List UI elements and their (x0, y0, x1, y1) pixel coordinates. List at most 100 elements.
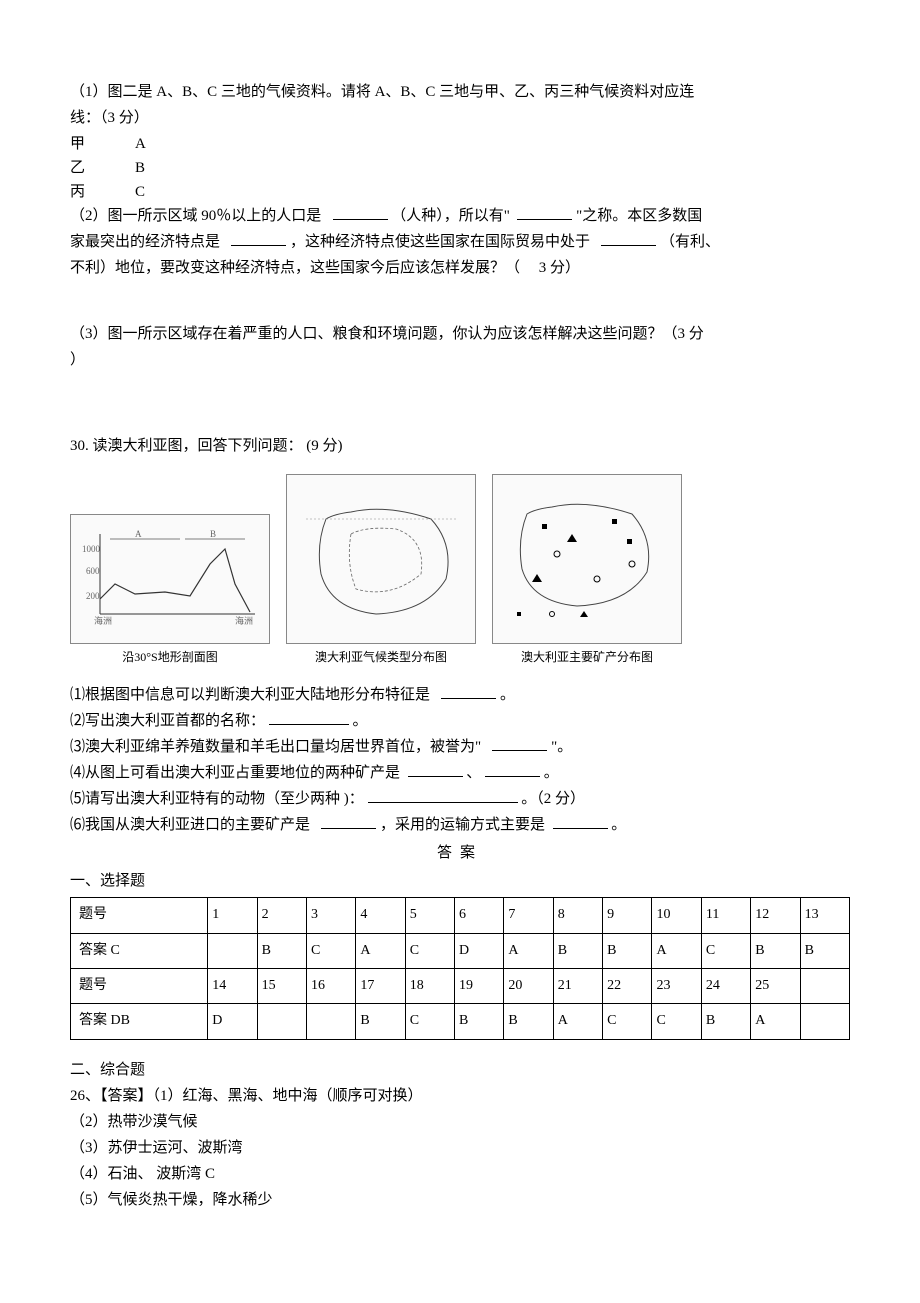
q2-l1c: "之称。本区多数国 (576, 208, 702, 224)
cell: A (751, 1004, 800, 1039)
q30-s5: ⑸请写出澳大利亚特有的动物（至少两种 )： 。（2 分） (70, 787, 850, 811)
cell: C (652, 1004, 701, 1039)
q2-l2c: （有利、 (660, 234, 720, 250)
match-row-1: 乙 B (70, 156, 850, 180)
blank-q2-b (517, 205, 572, 220)
q30-s3a: ⑶澳大利亚绵羊养殖数量和羊毛出口量均居世界首位，被誉为" (70, 739, 481, 755)
blank-s3 (492, 736, 547, 751)
cell: 9 (603, 898, 652, 933)
ans-prefix-2: DB (111, 1013, 130, 1028)
cell (800, 968, 849, 1003)
table-row: 答案 C B C A C D A B B A C B B (71, 933, 850, 968)
blank-s2 (269, 710, 349, 725)
match-row-0: 甲 A (70, 132, 850, 156)
cell (208, 933, 257, 968)
ans26-l5: （5）气候炎热干燥，降水稀少 (70, 1188, 850, 1212)
match-left-1: 乙 (70, 156, 85, 180)
cell: 18 (405, 968, 454, 1003)
q30-s5b: 。（2 分） (521, 791, 585, 807)
q30-s6: ⑹我国从澳大利亚进口的主要矿产是 ，采用的运输方式主要是 。 (70, 813, 850, 837)
ans26-l3: （3）苏伊士运河、波斯湾 (70, 1136, 850, 1160)
cell: 2 (257, 898, 306, 933)
hdr-ans-1: 答案 C (71, 933, 208, 968)
svg-text:海洲: 海洲 (94, 615, 112, 626)
profile-chart: 1000 600 200 A B 海洲 海洲 (70, 514, 270, 644)
ans26-l2: （2）热带沙漠气候 (70, 1110, 850, 1134)
section1-title: 一、选择题 (70, 869, 850, 893)
cell: 17 (356, 968, 405, 1003)
blank-s6a (321, 814, 376, 829)
cell: A (553, 1004, 602, 1039)
q2-l2b: ，这种经济特点使这些国家在国际贸易中处于 (290, 234, 590, 250)
cell: 16 (306, 968, 355, 1003)
hdr-num-1: 题号 (71, 898, 208, 933)
figures-row: 1000 600 200 A B 海洲 海洲 沿30°S地形剖面图 澳大利亚气候… (70, 474, 850, 667)
q3-line1: （3）图一所示区域存在着严重的人口、粮食和环境问题，你认为应该怎样解决这些问题？… (70, 322, 850, 346)
table-row: 答案 DB D B C B B A C C B A (71, 1004, 850, 1039)
q2-l2a: 家最突出的经济特点是 (70, 234, 220, 250)
hdr-ans-2: 答案 DB (71, 1004, 208, 1039)
cell: 6 (455, 898, 504, 933)
q1-intro-line1: （1）图二是 A、B、C 三地的气候资料。请将 A、B、C 三地与甲、乙、丙三种… (70, 80, 850, 104)
blank-q2-c (231, 231, 286, 246)
match-left-0: 甲 (70, 132, 85, 156)
q30-s1a: ⑴根据图中信息可以判断澳大利亚大陆地形分布特征是 (70, 687, 430, 703)
caption-2: 澳大利亚气候类型分布图 (315, 648, 447, 667)
cell: C (405, 933, 454, 968)
section2-title: 二、综合题 (70, 1058, 850, 1082)
q3-line2: ） (70, 348, 850, 372)
match-row-2: 丙 C (70, 180, 850, 204)
svg-text:A: A (135, 529, 142, 539)
cell: 1 (208, 898, 257, 933)
cell: 15 (257, 968, 306, 1003)
blank-s6b (553, 814, 608, 829)
q30-s1b: 。 (500, 687, 515, 703)
q2-line3: 不利）地位，要改变这种经济特点，这些国家今后应该怎样发展？（ 3 分） (70, 256, 850, 280)
cell: D (208, 1004, 257, 1039)
q30-s2b: 。 (353, 713, 368, 729)
ans26-l4: （4）石油、 波斯湾 C (70, 1162, 850, 1186)
match-left-2: 丙 (70, 180, 85, 204)
figure-minerals: 澳大利亚主要矿产分布图 (492, 474, 682, 667)
cell: C (405, 1004, 454, 1039)
table-row: 题号 14 15 16 17 18 19 20 21 22 23 24 25 (71, 968, 850, 1003)
answers-heading: 答案 (70, 841, 850, 865)
cell: D (455, 933, 504, 968)
q2-l3b: 3 分） (539, 260, 580, 276)
cell: 4 (356, 898, 405, 933)
cell (306, 1004, 355, 1039)
q2-l3a: 不利）地位，要改变这种经济特点，这些国家今后应该怎样发展？（ (70, 260, 520, 276)
hdr-num-2: 题号 (71, 968, 208, 1003)
cell: 19 (455, 968, 504, 1003)
q30-s3: ⑶澳大利亚绵羊养殖数量和羊毛出口量均居世界首位，被誉为" "。 (70, 735, 850, 759)
ans26-l1: 26、【答案】（1）红海、黑海、地中海（顺序可对换） (70, 1084, 850, 1108)
cell: 22 (603, 968, 652, 1003)
ans-label-1: 答案 (79, 943, 107, 958)
cell: 23 (652, 968, 701, 1003)
q30-s6a: ⑹我国从澳大利亚进口的主要矿产是 (70, 817, 310, 833)
q30-s6c: 。 (611, 817, 626, 833)
q30-s2a: ⑵写出澳大利亚首都的名称： (70, 713, 265, 729)
q2-l1a: （2）图一所示区域 90％以上的人口是 (70, 208, 321, 224)
svg-text:B: B (210, 529, 216, 539)
cell: 14 (208, 968, 257, 1003)
cell: 21 (553, 968, 602, 1003)
q30-s5a: ⑸请写出澳大利亚特有的动物（至少两种 )： (70, 791, 364, 807)
caption-1: 沿30°S地形剖面图 (122, 648, 217, 667)
ans-prefix-1: C (111, 943, 120, 958)
cell: 20 (504, 968, 553, 1003)
q30-title: 30. 读澳大利亚图，回答下列问题： (9 分) (70, 434, 850, 458)
y-1000: 1000 (82, 544, 101, 554)
blank-q2-a (333, 205, 388, 220)
cell: B (751, 933, 800, 968)
cell: B (257, 933, 306, 968)
q30-s2: ⑵写出澳大利亚首都的名称： 。 (70, 709, 850, 733)
cell: C (701, 933, 750, 968)
cell: 11 (701, 898, 750, 933)
q30-s4b: 、 (466, 765, 481, 781)
answer-table: 题号 1 2 3 4 5 6 7 8 9 10 11 12 13 答案 C B … (70, 897, 850, 1040)
blank-s5 (368, 788, 518, 803)
table-row: 题号 1 2 3 4 5 6 7 8 9 10 11 12 13 (71, 898, 850, 933)
cell: A (504, 933, 553, 968)
match-right-1: B (135, 156, 145, 180)
